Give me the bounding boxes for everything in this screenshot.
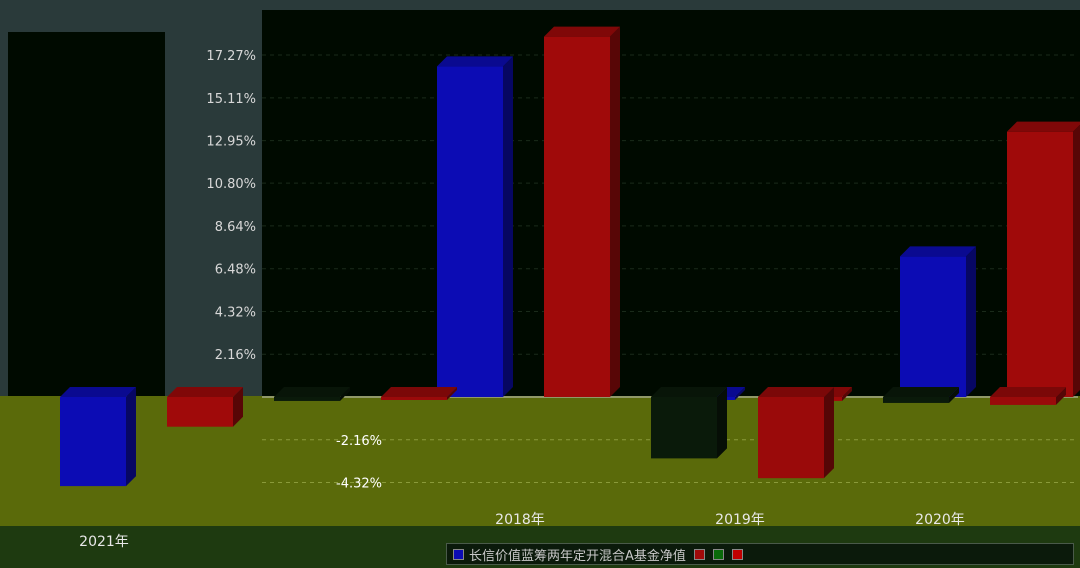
y-tick-label: 4.32% [215,305,256,320]
bar [60,387,136,487]
bar-front [900,256,966,397]
bar-side [340,387,350,401]
bar-side [735,387,745,400]
legend-label: 长信价值蓝筹两年定开混合A基金净值 [469,548,686,564]
bar-top [758,387,834,397]
bar [544,26,620,397]
bar-top [167,387,243,397]
bar-side [610,26,620,397]
lower-panel [0,396,1080,526]
legend-item: 长信价值蓝筹两年定开混合A基金净值 [453,545,686,564]
bar-top [544,26,620,37]
legend-swatch [453,548,464,560]
bar-top [1007,121,1080,132]
bar-front [651,397,717,459]
bar-top [990,387,1066,397]
legend-swatch [712,548,724,560]
bar-front [437,66,503,397]
y-tick-label: 8.64% [215,220,256,235]
left-dark-panel [8,32,165,398]
bar-top [381,387,457,397]
bar-top [883,387,959,397]
bar-front [381,397,447,400]
bar-side [717,387,727,459]
bar [990,387,1066,405]
bar-side [1056,387,1066,405]
y-tick-label: -4.32% [336,477,382,492]
bar [651,387,727,459]
bar-front [60,397,126,487]
bar-front [1007,131,1073,397]
bar-front [883,397,949,403]
bar-side [824,387,834,479]
bar-front [758,397,824,479]
y-tick-label: -2.16% [336,434,382,449]
bar-top [60,387,136,397]
bar [758,387,834,479]
bar [883,387,959,403]
x-tick-label: 2020年 [915,512,965,528]
bar [167,387,243,427]
x-tick-label: 2018年 [495,512,545,528]
bar-side [503,56,513,398]
y-tick-label: 10.80% [206,177,256,192]
bar-side [233,387,243,427]
y-tick-label: 6.48% [215,263,256,278]
bar-side [447,387,457,400]
y-tick-label: 12.95% [206,135,256,150]
bar-front [544,36,610,397]
bar [1007,121,1080,397]
x-tick-label: 2021年 [79,534,129,550]
bar-front [990,397,1056,405]
y-tick-label: 2.16% [215,348,256,363]
bar-top [274,387,350,397]
bar-top [900,246,976,257]
bar-top [651,387,727,397]
legend-swatch [693,548,705,560]
bar-top [437,56,513,67]
bar [900,246,976,397]
bar-side [949,387,959,403]
bar-side [966,246,976,397]
bar [381,387,457,400]
bar-front [167,397,233,427]
bar-front [274,397,340,401]
y-tick-label: 15.11% [206,92,256,107]
bar-side [1073,124,1080,397]
legend-swatch [731,548,743,560]
legend: 长信价值蓝筹两年定开混合A基金净值 [446,543,1074,565]
bar [274,387,350,401]
bar [437,56,513,398]
bar-side [126,387,136,487]
x-tick-label: 2019年 [715,512,765,528]
y-tick-label: 17.27% [206,49,256,64]
bar-side [842,387,852,401]
